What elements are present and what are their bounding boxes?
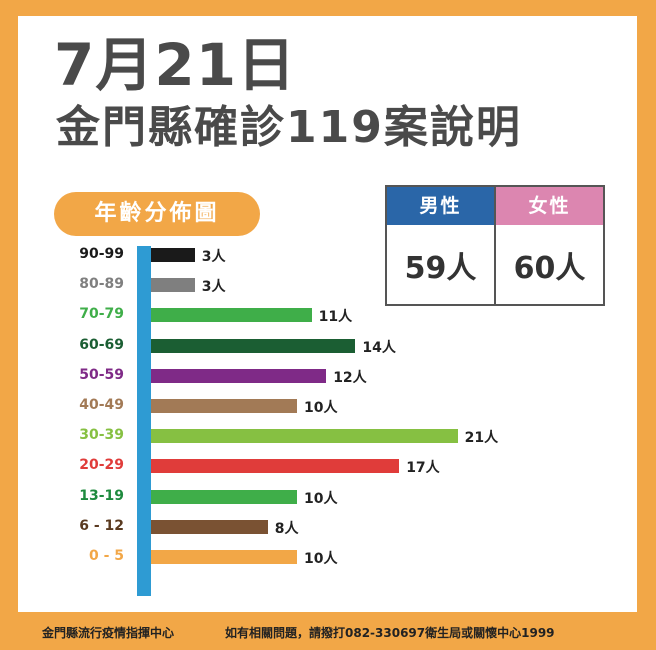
age-bar <box>151 308 312 323</box>
page-title: 金門縣確診119案說明 <box>56 102 522 153</box>
bar-value-label: 11人 <box>318 309 353 326</box>
bar-value-label: 10人 <box>304 490 338 507</box>
age-group-label: 20-29 <box>79 457 124 474</box>
age-bar <box>151 248 195 262</box>
age-group-label: 0 - 5 <box>88 548 124 564</box>
age-bar <box>151 459 400 474</box>
footer-contact: 如有相關問題，請撥打082-330697衛生局或關懷中心1999 <box>225 626 555 640</box>
chart-row: 90-99 3人 <box>18 246 618 265</box>
bar-value-label: 21人 <box>464 430 499 447</box>
gender-female-column: 女性 60人 <box>494 187 603 304</box>
bar-value-label: 8人 <box>274 520 299 537</box>
chart-row: 20-29 17人 <box>18 457 618 477</box>
age-bar <box>151 278 195 293</box>
age-group-label: 6 - 12 <box>79 517 124 534</box>
bar-value-label: 3人 <box>201 249 226 265</box>
chart-row: 60-69 14人 <box>18 336 618 356</box>
age-bar <box>151 429 458 444</box>
chart-row: 0 - 5 10人 <box>18 548 618 567</box>
gender-female-value: 60人 <box>513 251 586 286</box>
age-bar <box>151 338 356 353</box>
age-group-label: 50-59 <box>79 366 124 383</box>
age-bar <box>151 550 297 564</box>
footer-organization: 金門縣流行疫情指揮中心 <box>42 626 175 640</box>
section-label-pill: 年齡分佈圖 <box>54 192 260 236</box>
age-group-label: 70-79 <box>79 306 124 323</box>
age-group-label: 40-49 <box>79 397 124 413</box>
chart-row: 13-19 10人 <box>18 487 618 507</box>
age-bar <box>151 489 297 504</box>
bar-value-label: 12人 <box>333 369 367 386</box>
date-heading: 7月21日 <box>54 31 297 99</box>
bar-value-label: 10人 <box>304 400 338 416</box>
age-group-label: 13-19 <box>79 487 124 504</box>
age-bar <box>151 368 327 383</box>
chart-axis <box>137 246 151 596</box>
age-group-label: 60-69 <box>79 336 124 353</box>
bar-value-label: 14人 <box>362 339 396 356</box>
chart-row: 50-59 12人 <box>18 366 618 386</box>
chart-row: 70-79 11人 <box>18 306 618 326</box>
age-group-label: 80-89 <box>79 276 124 293</box>
gender-male-header: 男性 <box>387 187 494 225</box>
chart-row: 80-89 3人 <box>18 276 618 296</box>
gender-table: 男性 59人 女性 60人 <box>385 185 605 306</box>
bar-value-label: 3人 <box>201 279 226 296</box>
chart-row: 30-39 21人 <box>18 427 618 447</box>
age-group-label: 90-99 <box>79 246 124 262</box>
content-panel: 7月21日 金門縣確診119案說明 年齡分佈圖 男性 59人 女性 60人 90… <box>18 16 637 612</box>
chart-row: 6 - 12 8人 <box>18 517 618 537</box>
gender-male-column: 男性 59人 <box>387 187 494 304</box>
gender-female-header: 女性 <box>496 187 603 225</box>
gender-male-value: 59人 <box>404 251 477 286</box>
chart-row: 40-49 10人 <box>18 397 618 416</box>
bar-value-label: 17人 <box>406 460 440 477</box>
age-bar <box>151 399 297 413</box>
age-group-label: 30-39 <box>79 427 124 444</box>
bar-value-label: 10人 <box>304 551 338 567</box>
age-bar <box>151 519 268 534</box>
